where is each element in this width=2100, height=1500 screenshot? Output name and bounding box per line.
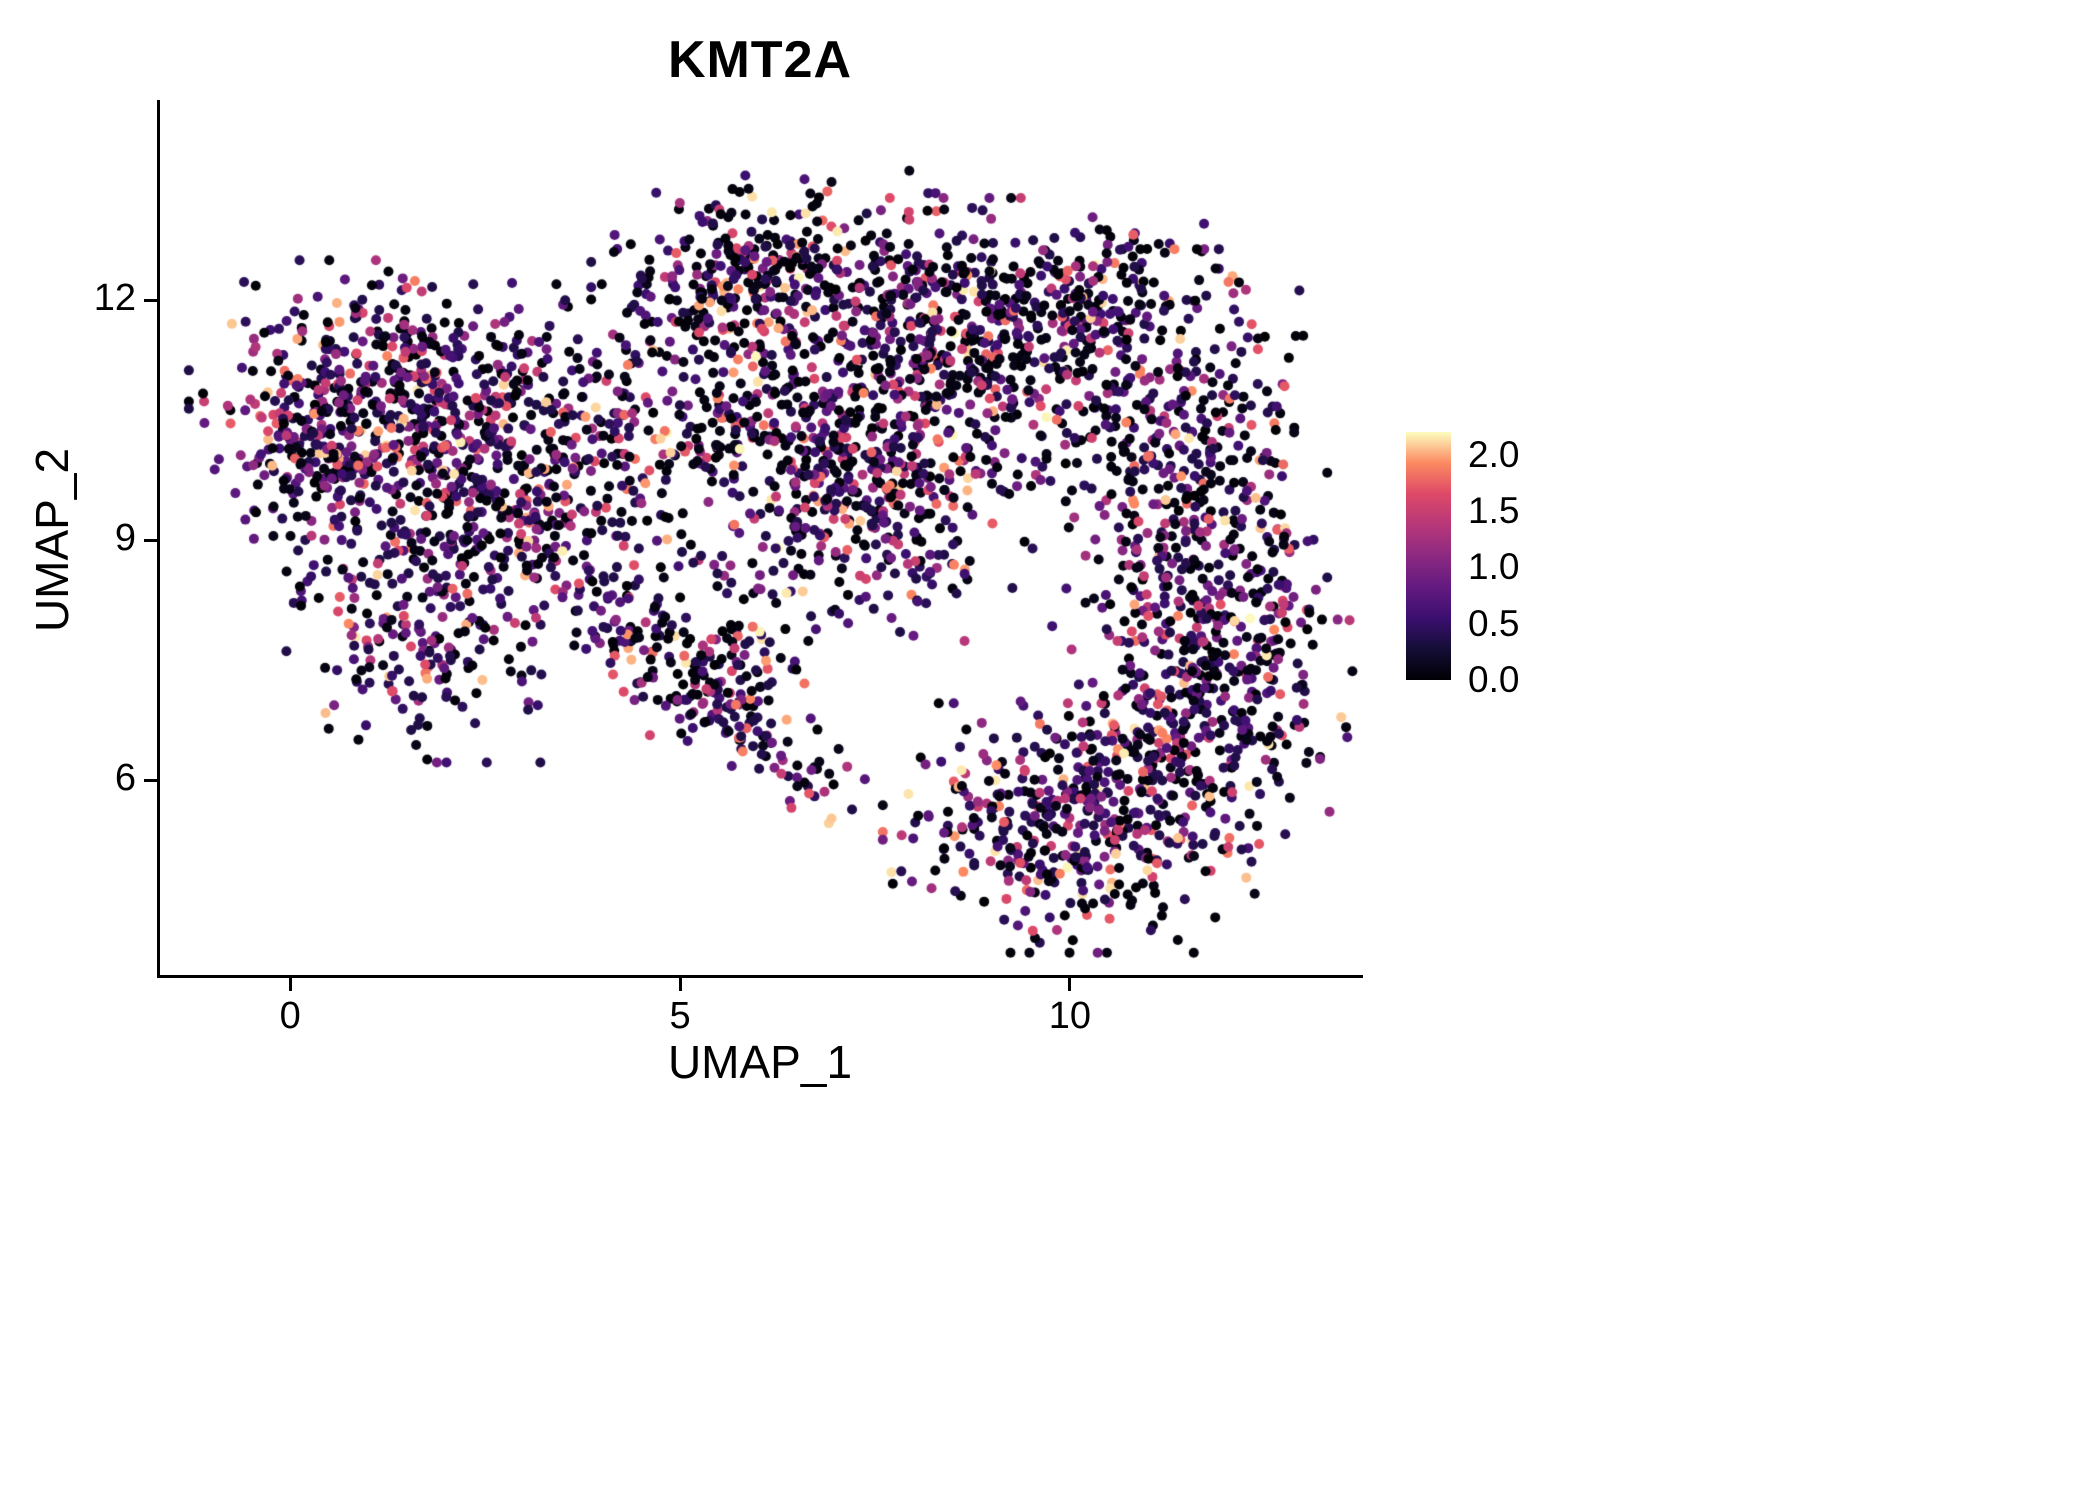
x-axis-title: UMAP_1: [667, 1036, 853, 1088]
colorbar-tick-label: 1.0: [1468, 546, 1520, 588]
y-axis-title: UMAP_2: [26, 447, 78, 633]
y-tick-mark: [144, 778, 157, 782]
x-tick-label: 10: [1048, 995, 1092, 1037]
y-tick-mark: [144, 298, 157, 302]
y-tick-mark: [144, 538, 157, 542]
x-tick-mark: [288, 978, 292, 991]
x-tick-mark: [1068, 978, 1072, 991]
plot-title: KMT2A: [667, 31, 853, 89]
colorbar-tick-label: 0.5: [1468, 602, 1520, 644]
colorbar-tick-label: 0.0: [1468, 659, 1520, 700]
y-tick-label: 12: [93, 277, 136, 320]
x-tick-label: 0: [279, 995, 301, 1037]
y-tick-label: 6: [114, 757, 136, 800]
y-tick-label: 9: [114, 517, 136, 560]
x-tick-label: 5: [669, 995, 691, 1037]
colorbar-gradient: [1406, 432, 1451, 680]
colorbar-tick-label: 1.5: [1468, 489, 1520, 531]
x-tick-mark: [678, 978, 682, 991]
x-axis-line: [157, 975, 1363, 978]
colorbar-tick-label: 2.0: [1468, 433, 1520, 475]
y-axis-line: [157, 100, 160, 978]
